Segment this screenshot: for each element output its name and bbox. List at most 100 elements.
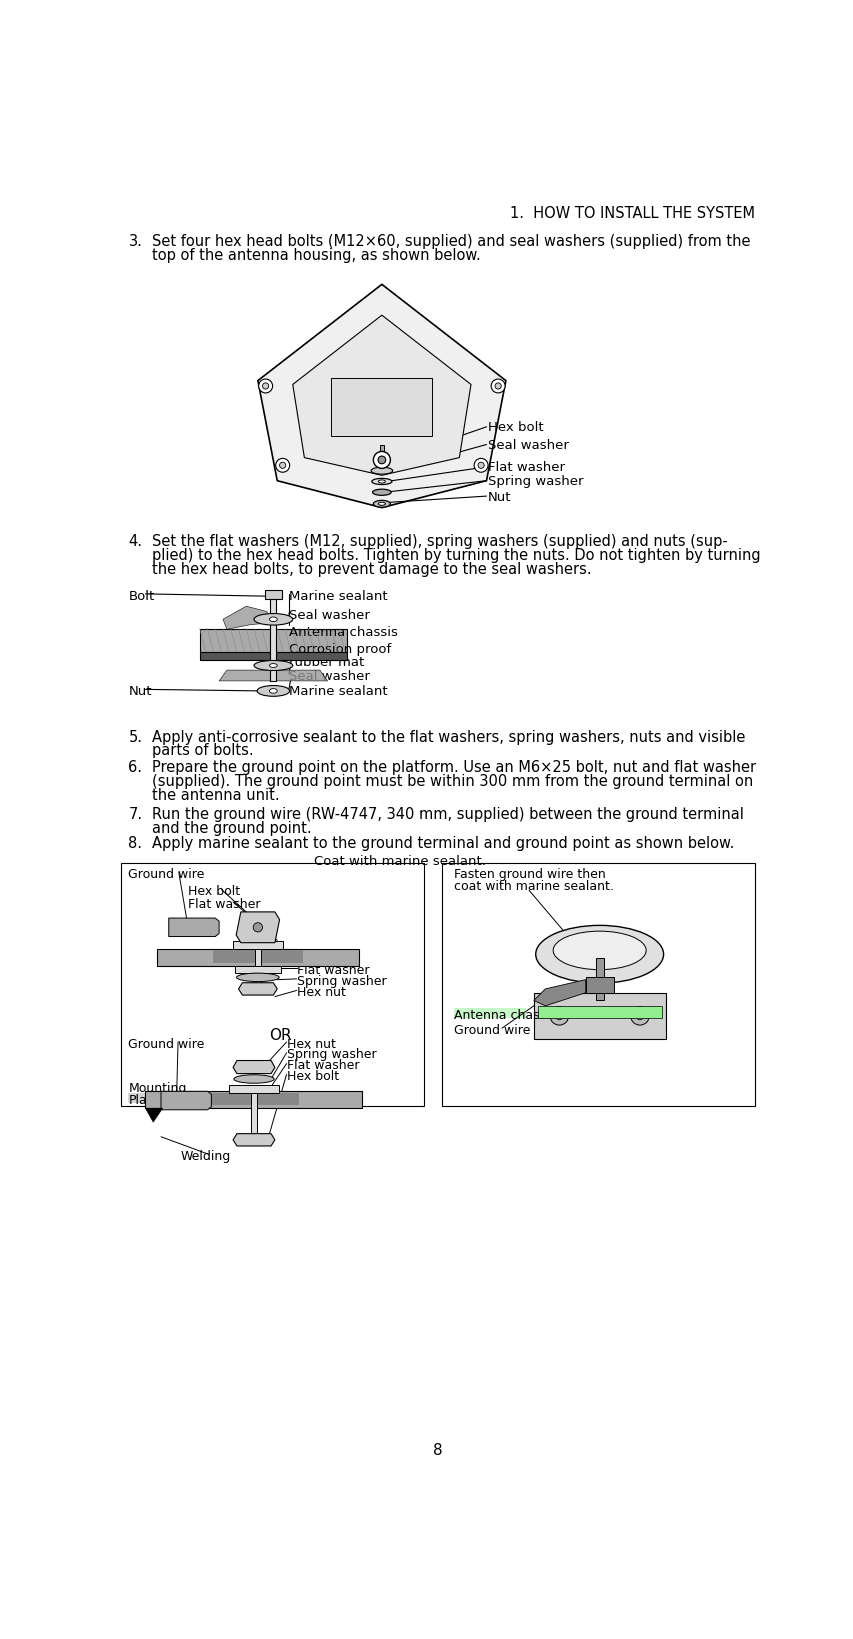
Bar [264,590,281,600]
Bar [595,959,603,1001]
Circle shape [490,380,504,393]
Text: and the ground point.: and the ground point. [152,820,311,834]
Text: Seal washer: Seal washer [487,439,568,452]
Polygon shape [223,606,267,629]
Bar [128,1093,165,1103]
Bar [379,446,384,461]
Polygon shape [233,1060,275,1074]
Ellipse shape [234,1075,274,1083]
Text: Run the ground wire (RW-4747, 340 mm, supplied) between the ground terminal: Run the ground wire (RW-4747, 340 mm, su… [152,806,743,821]
Text: Spring washer: Spring washer [487,475,583,488]
Bar [233,941,282,949]
Text: 4.: 4. [128,534,142,549]
Text: the antenna unit.: the antenna unit. [152,788,279,803]
Polygon shape [533,980,585,1006]
Circle shape [279,462,286,469]
Bar [157,949,358,967]
Text: 7.: 7. [128,806,142,821]
Circle shape [495,384,501,390]
Bar [441,864,754,1106]
Bar [200,629,346,654]
Text: Apply marine sealant to the ground terminal and ground point as shown below.: Apply marine sealant to the ground termi… [152,836,734,851]
Text: Hex nut: Hex nut [296,985,345,998]
Text: Bolt: Bolt [128,588,154,602]
Text: Nut: Nut [487,490,511,503]
Text: Mounting Platform: Mounting Platform [210,952,305,962]
Ellipse shape [372,490,391,497]
Polygon shape [161,1092,212,1110]
Text: Flat washer: Flat washer [296,964,368,977]
Text: plied) to the hex head bolts. Tighten by turning the nuts. Do not tighten by tur: plied) to the hex head bolts. Tighten by… [152,547,759,562]
Text: Ground wire: Ground wire [128,1037,205,1051]
Ellipse shape [270,618,277,623]
Text: Mounting: Mounting [128,1082,187,1095]
Bar [537,1006,661,1018]
Polygon shape [238,983,277,995]
Text: Hex bolt: Hex bolt [188,885,240,898]
Text: rubber mat: rubber mat [288,656,363,669]
Bar [145,1092,362,1108]
Text: OR: OR [270,1028,292,1042]
Circle shape [276,459,289,474]
Ellipse shape [535,926,663,983]
Circle shape [262,384,269,390]
Text: Hex nut: Hex nut [287,1037,335,1051]
Ellipse shape [270,664,277,669]
Circle shape [258,380,272,393]
Ellipse shape [378,503,385,506]
Text: Antenna chassis: Antenna chassis [554,1008,645,1018]
Text: 1.  HOW TO INSTALL THE SYSTEM: 1. HOW TO INSTALL THE SYSTEM [509,207,754,221]
Text: Hex bolt: Hex bolt [287,1069,339,1082]
Text: Flat washer: Flat washer [287,1059,358,1072]
Ellipse shape [253,661,293,670]
Bar [251,1093,257,1136]
Bar [209,1093,299,1105]
Text: 5.: 5. [128,729,142,744]
Polygon shape [145,1108,162,1123]
Text: the hex head bolts, to prevent damage to the seal washers.: the hex head bolts, to prevent damage to… [152,562,590,577]
Text: Platform: Platform [128,1093,181,1106]
Text: parts of bolts.: parts of bolts. [152,742,253,757]
Text: 8.: 8. [128,836,142,851]
Ellipse shape [253,615,293,626]
Text: top of the antenna housing, as shown below.: top of the antenna housing, as shown bel… [152,247,480,262]
Text: Ground wire: Ground wire [454,1023,530,1036]
Bar [254,942,261,993]
Text: Set four hex head bolts (M12×60, supplied) and seal washers (supplied) from the: Set four hex head bolts (M12×60, supplie… [152,234,749,249]
Circle shape [554,1013,563,1019]
Text: Fasten ground wire then: Fasten ground wire then [454,867,605,880]
Text: Antenna chassis: Antenna chassis [288,626,397,639]
Ellipse shape [378,480,385,484]
Polygon shape [236,913,279,942]
Text: Corrosion proof: Corrosion proof [288,642,391,656]
Text: Antenna chassis: Antenna chassis [454,1008,555,1021]
Text: Marine sealant: Marine sealant [288,685,387,698]
Text: Flat washer: Flat washer [188,897,260,910]
Text: 3.: 3. [128,234,142,249]
Text: Ground wire: Ground wire [128,867,205,880]
Circle shape [630,1006,648,1026]
Bar [585,978,613,993]
Ellipse shape [257,687,289,697]
Ellipse shape [370,469,392,475]
Bar [235,967,281,974]
Text: Nut: Nut [128,685,152,698]
Text: 6.: 6. [128,760,142,775]
Circle shape [373,452,390,469]
Polygon shape [233,1134,275,1146]
Text: Seal washer: Seal washer [288,608,369,621]
Ellipse shape [270,688,277,693]
Text: Mounting Platform: Mounting Platform [206,1095,302,1105]
Bar [212,951,303,964]
Text: Coat with marine sealant.: Coat with marine sealant. [314,854,485,867]
Circle shape [253,923,262,933]
Ellipse shape [553,931,646,970]
Bar [120,864,424,1106]
Text: Prepare the ground point on the platform. Use an M6×25 bolt, nut and flat washer: Prepare the ground point on the platform… [152,760,755,775]
Text: 8: 8 [432,1442,442,1457]
Bar [533,993,664,1039]
Text: Welding: Welding [180,1149,230,1162]
Text: Apply anti-corrosive sealant to the flat washers, spring washers, nuts and visib: Apply anti-corrosive sealant to the flat… [152,729,744,744]
Circle shape [378,457,386,464]
Text: coat with marine sealant.: coat with marine sealant. [454,879,613,892]
